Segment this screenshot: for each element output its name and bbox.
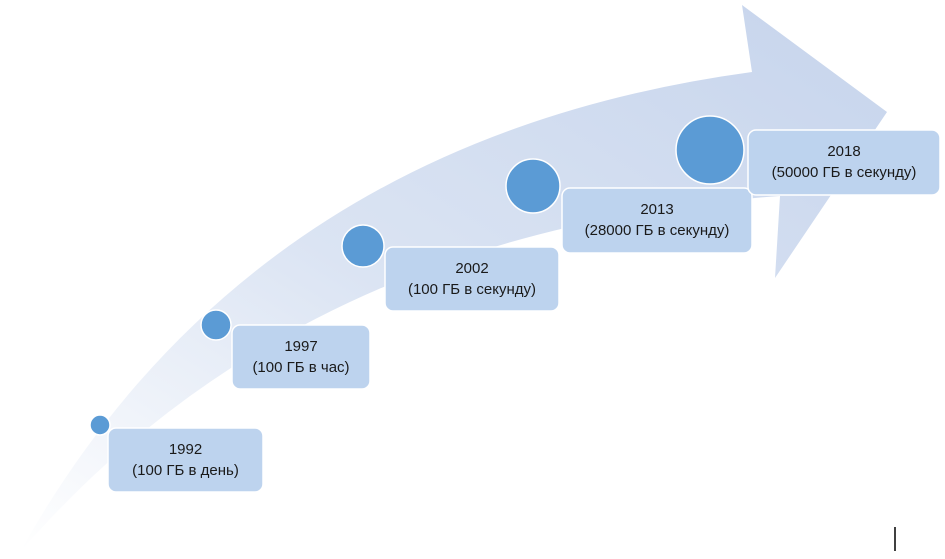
milestone-label: (50000 ГБ в секунду)	[772, 164, 917, 181]
milestone-dot	[341, 224, 385, 268]
milestone-year: 2013	[640, 201, 673, 218]
milestone-box	[561, 187, 753, 254]
milestone-dot	[200, 309, 232, 341]
milestone-label: (100 ГБ в час)	[252, 359, 349, 376]
milestone-box	[384, 246, 560, 312]
milestone-dot	[505, 158, 561, 214]
milestone-year: 2002	[455, 260, 488, 277]
milestone-box	[107, 427, 264, 493]
milestone-year: 1997	[284, 338, 317, 355]
growth-arrow	[20, 5, 887, 552]
milestone-dot	[675, 115, 745, 185]
milestone-year: 2018	[827, 143, 860, 160]
milestone-year: 1992	[169, 441, 202, 458]
milestone-box	[231, 324, 371, 390]
milestone-label: (100 ГБ в день)	[132, 462, 239, 479]
milestone-label: (28000 ГБ в секунду)	[585, 222, 730, 239]
milestone-label: (100 ГБ в секунду)	[408, 281, 536, 298]
milestone-box	[747, 129, 941, 196]
milestones: 1992 (100 ГБ в день) 1997 (100 ГБ в час) 200…	[89, 115, 941, 493]
milestone-dot	[89, 414, 111, 436]
